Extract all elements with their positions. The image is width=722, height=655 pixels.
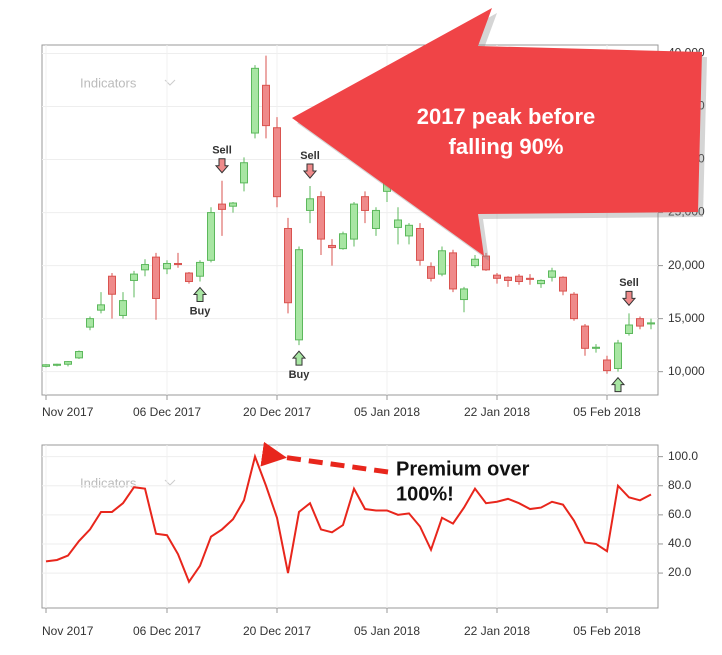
candle-body [174, 262, 182, 266]
candle-body [273, 127, 281, 198]
candle-body [427, 266, 435, 279]
candle-body [53, 363, 61, 366]
x-tick-label: Nov 2017 [42, 624, 94, 638]
candle-body [350, 203, 358, 240]
watermark: Indicators [80, 75, 137, 90]
candle-body [185, 272, 193, 283]
candle-body [108, 275, 116, 295]
candle-body [163, 262, 171, 270]
candle-body [471, 258, 479, 267]
candle-body [526, 277, 534, 280]
note-text: 100%! [396, 483, 454, 505]
candle-body [515, 275, 523, 283]
signal-label: Buy [190, 305, 212, 317]
candle-body [196, 261, 204, 277]
candle-body [625, 324, 633, 334]
candle-body [86, 318, 94, 328]
x-tick-label: 05 Feb 2018 [573, 405, 641, 419]
sell-arrow [214, 158, 230, 174]
x-tick-label: 05 Jan 2018 [354, 405, 420, 419]
signal-label: Sell [212, 145, 232, 157]
y-tick-label: 80.0 [668, 478, 692, 492]
signal-label: Sell [619, 277, 639, 289]
candle-body [548, 270, 556, 278]
callout-text: 2017 peak before [417, 104, 596, 129]
candle-body [504, 276, 512, 281]
candle-body [218, 203, 226, 210]
candle-body [570, 293, 578, 320]
sell-arrow [621, 290, 637, 307]
y-tick-label: 10,000 [668, 364, 705, 378]
sell-arrow [302, 163, 318, 179]
candle-body [262, 84, 270, 127]
candle-body [207, 212, 215, 261]
candle-body [141, 264, 149, 271]
premium-panel: Indicators 20.0 40.0 60.0 80.0 100.0 Nov 2017 0… [41, 444, 698, 638]
candle-body [581, 325, 589, 349]
candle-body [240, 162, 248, 184]
candle-body [339, 233, 347, 250]
y-tick-label: 100.0 [668, 449, 698, 463]
x-tick-label: 22 Jan 2018 [464, 624, 530, 638]
y-tick-label: 20,000 [668, 258, 705, 272]
callout-arrow [292, 8, 702, 256]
candle-body [482, 255, 490, 271]
signal-label: Sell [300, 150, 320, 162]
candle-body [306, 198, 314, 211]
candle-body [537, 279, 545, 285]
x-tick-label: 05 Feb 2018 [573, 624, 641, 638]
line [45, 453, 652, 584]
y-tick-label: 20.0 [668, 565, 692, 579]
candle-body [559, 276, 567, 292]
x-tick-label: 06 Dec 2017 [133, 405, 201, 419]
candle-body [251, 67, 259, 134]
candle-body [614, 342, 622, 369]
y-tick-label: 15,000 [668, 311, 705, 325]
candle-body [603, 359, 611, 372]
candle-body [361, 196, 369, 211]
watermark: Indicators [80, 475, 137, 490]
candle-body [119, 300, 127, 316]
annotations: 2017 peak before falling 90% Premium ove… [260, 8, 707, 505]
plot-area [41, 444, 659, 609]
candle-body [592, 346, 600, 349]
candle-body [130, 273, 138, 281]
note-text: Premium over [396, 458, 530, 480]
x-tick-label: 22 Jan 2018 [464, 405, 530, 419]
candle-body [152, 256, 160, 299]
x-tick-label: 05 Jan 2018 [354, 624, 420, 638]
candle-body [405, 224, 413, 237]
candle-body [42, 364, 50, 367]
candle-body [647, 322, 655, 325]
buy-arrow [610, 376, 626, 393]
candle-body [493, 274, 501, 279]
x-tick-label: 20 Dec 2017 [243, 624, 311, 638]
buy-arrow [291, 350, 307, 366]
candle-body [75, 351, 83, 359]
candle-body [97, 304, 105, 311]
candle-body [438, 250, 446, 275]
candle-body [416, 227, 424, 261]
x-tick-label: 20 Dec 2017 [243, 405, 311, 419]
candle-body [394, 219, 402, 228]
y-tick-label: 40.0 [668, 536, 692, 550]
candle-body [295, 249, 303, 341]
candle-body [636, 318, 644, 327]
candle-body [460, 288, 468, 301]
signal-label: Buy [289, 369, 311, 381]
candle-body [64, 361, 72, 365]
note-arrow [260, 441, 389, 475]
candle-body [449, 252, 457, 290]
x-tick-label: Nov 2017 [42, 405, 94, 419]
candle-body [284, 227, 292, 304]
y-tick-label: 60.0 [668, 507, 692, 521]
candle-body [229, 202, 237, 207]
candle-body [328, 244, 336, 249]
candle-body [317, 196, 325, 240]
callout-text: falling 90% [449, 134, 564, 159]
candle-body [372, 209, 380, 229]
x-tick-label: 06 Dec 2017 [133, 624, 201, 638]
buy-arrow [192, 286, 208, 303]
